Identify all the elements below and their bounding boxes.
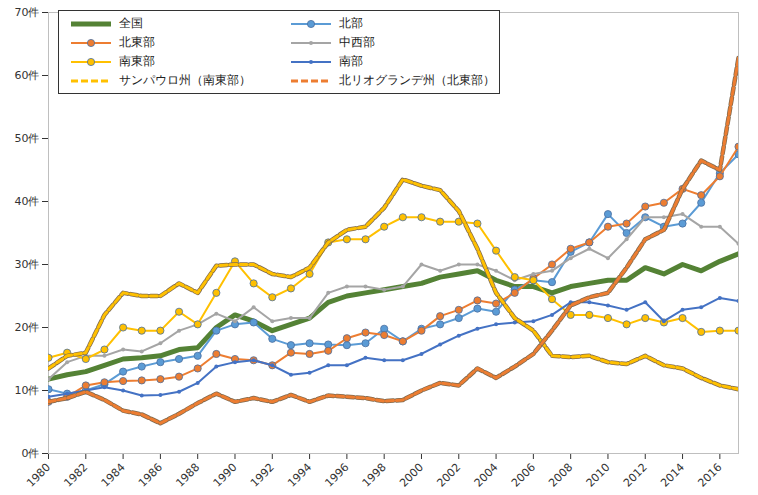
svg-text:20件: 20件 — [15, 321, 40, 334]
html-text:南部: 南部 — [339, 54, 363, 68]
svg-text:0件: 0件 — [22, 447, 40, 460]
svg-text:1986: 1986 — [136, 461, 165, 490]
svg-text:40件: 40件 — [15, 195, 40, 208]
svg-text:1992: 1992 — [248, 461, 277, 490]
html-text:南東部: 南東部 — [119, 54, 155, 68]
svg-text:60件: 60件 — [15, 69, 40, 82]
svg-text:10件: 10件 — [15, 384, 40, 397]
svg-text:2002: 2002 — [434, 461, 463, 490]
html-text:北部: 北部 — [339, 16, 363, 30]
svg-text:1998: 1998 — [360, 461, 389, 490]
svg-text:2012: 2012 — [621, 461, 650, 490]
html-text:全国: 全国 — [119, 16, 143, 30]
svg-text:1996: 1996 — [322, 461, 351, 490]
html-text:北リオグランデ州（北東部）: 北リオグランデ州（北東部） — [339, 73, 495, 87]
svg-text:2006: 2006 — [509, 461, 538, 490]
svg-text:1990: 1990 — [211, 461, 240, 490]
svg-text:1988: 1988 — [173, 461, 202, 490]
svg-text:1994: 1994 — [285, 461, 314, 490]
svg-text:2010: 2010 — [584, 461, 613, 490]
svg-text:1980: 1980 — [24, 461, 53, 490]
svg-text:1982: 1982 — [61, 461, 90, 490]
svg-text:2004: 2004 — [472, 461, 501, 490]
svg-text:2016: 2016 — [695, 461, 724, 490]
svg-text:70件: 70件 — [15, 6, 40, 19]
svg-text:30件: 30件 — [15, 258, 40, 271]
svg-text:50件: 50件 — [15, 132, 40, 145]
svg-text:2008: 2008 — [546, 461, 575, 490]
svg-text:2000: 2000 — [397, 461, 426, 490]
svg-text:2014: 2014 — [658, 461, 687, 490]
html-text:サンパウロ州（南東部）: サンパウロ州（南東部） — [119, 73, 251, 87]
html-text:中西部: 中西部 — [339, 35, 375, 49]
html-text:北東部: 北東部 — [119, 35, 155, 49]
svg-text:1984: 1984 — [99, 461, 128, 490]
